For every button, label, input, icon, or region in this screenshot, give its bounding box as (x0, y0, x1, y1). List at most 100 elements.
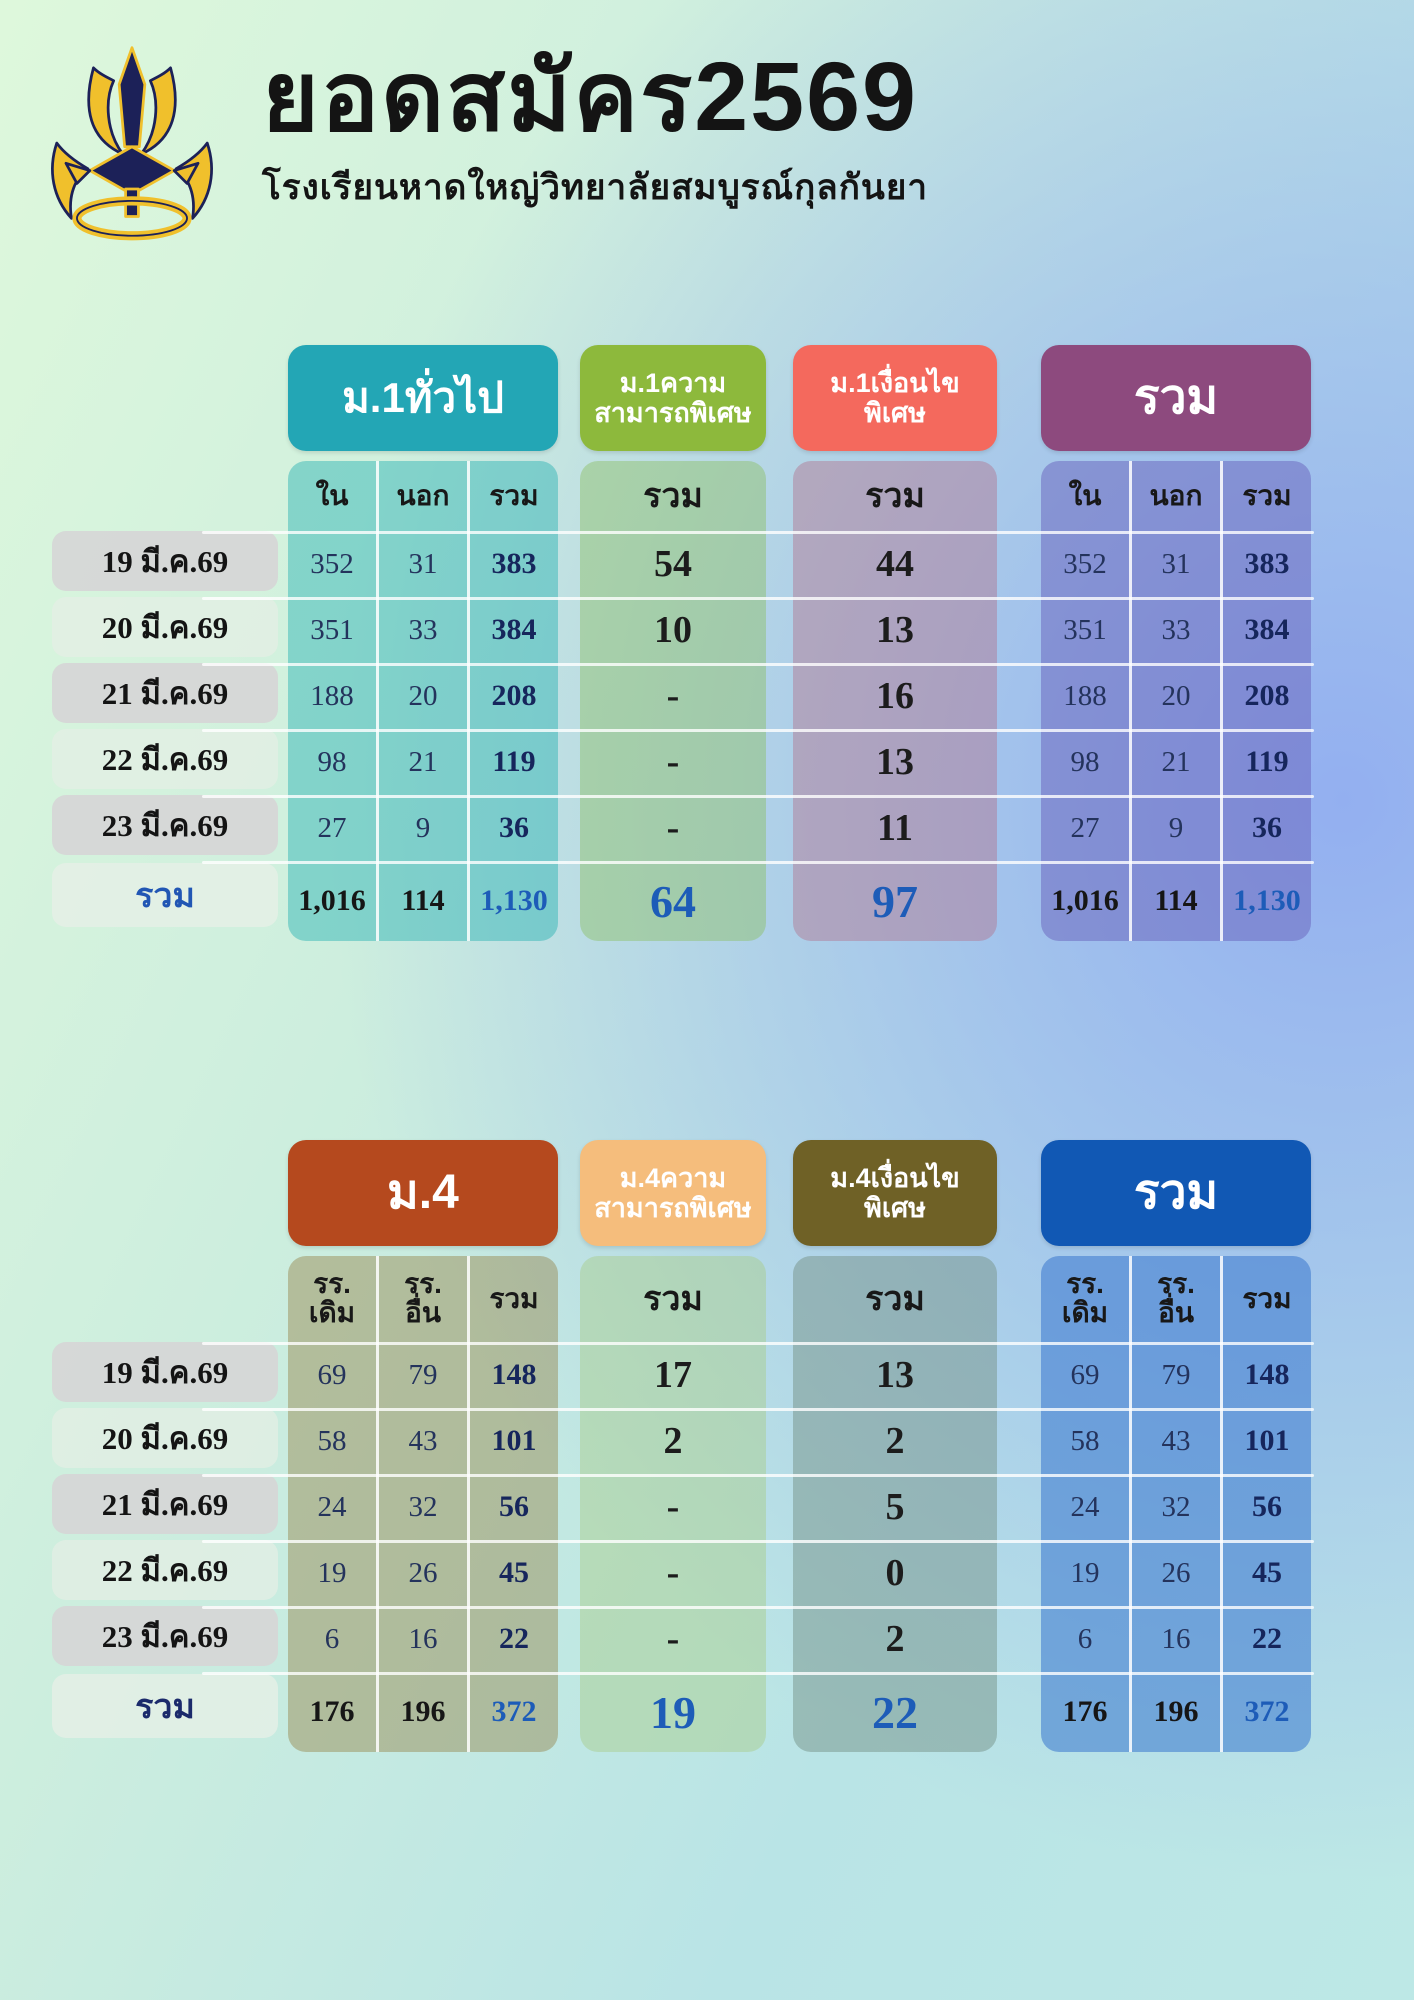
total-cell: 1,016 (1051, 884, 1119, 917)
value-cell: 16 (1129, 1606, 1220, 1672)
total-row: 176 196 372 (1041, 1672, 1311, 1752)
total-cell: 64 (650, 875, 696, 927)
value-cell: 98 (317, 745, 347, 778)
data-row: 11 (793, 795, 997, 861)
data-row: - (580, 1606, 766, 1672)
value-cell: 188 (1063, 679, 1107, 712)
subheader-row: รวม (580, 461, 766, 531)
row-separator-line (202, 597, 1314, 600)
value-cell: 352 (310, 547, 354, 580)
row-date-label: 22 มี.ค.69 (52, 1540, 278, 1600)
value-cell: 148 (1220, 1342, 1311, 1408)
data-row: 69 79 148 (288, 1342, 558, 1408)
data-row: 13 (793, 1342, 997, 1408)
total-cell: 196 (376, 1672, 467, 1752)
column-group-2: ม.1ความ สามารถพิเศษ รวม 54 10 - - - 64 (580, 345, 766, 941)
value-cell: 13 (876, 741, 914, 783)
page-subtitle: โรงเรียนหาดใหญ่วิทยาลัยสมบูรณ์กุลกันยา (262, 167, 928, 207)
value-cell: 31 (1129, 531, 1220, 597)
subheader-cell: รวม (643, 476, 703, 515)
data-row: 27 9 36 (288, 795, 558, 861)
page-title: ยอดสมัคร2569 (262, 42, 919, 151)
value-cell: 32 (376, 1474, 467, 1540)
total-cell: 372 (467, 1672, 558, 1752)
value-cell: 32 (1129, 1474, 1220, 1540)
subheader-cell: ใน (315, 479, 349, 511)
date-spacer (52, 1140, 278, 1342)
column-group-1: ม.4 รร. เดิม รร. อื่น รวม 69 79 148 58 43 101 24 32… (288, 1140, 558, 1752)
data-row: 351 33 384 (288, 597, 558, 663)
total-row: 1,016 114 1,130 (1041, 861, 1311, 941)
value-cell: 351 (310, 613, 354, 646)
value-cell: 0 (885, 1552, 905, 1594)
data-row: 13 (793, 729, 997, 795)
row-date-label: 20 มี.ค.69 (52, 597, 278, 657)
value-cell: 119 (467, 729, 558, 795)
value-cell: 27 (317, 811, 347, 844)
column-group-3: ม.4เงื่อนไข พิเศษ รวม 13 2 5 0 2 22 (793, 1140, 997, 1752)
value-cell: 31 (376, 531, 467, 597)
subheader-cell: รวม (1220, 461, 1311, 531)
subheader-cell: ใน (1068, 479, 1102, 511)
date-column: 19 มี.ค.69 20 มี.ค.69 21 มี.ค.69 22 มี.ค.69… (52, 345, 278, 927)
total-cell: 114 (376, 861, 467, 941)
subheader-cell: นอก (376, 461, 467, 531)
value-cell: - (666, 1552, 680, 1594)
row-separator-line (202, 1342, 1314, 1345)
total-row: 19 (580, 1672, 766, 1752)
value-cell: 20 (376, 663, 467, 729)
value-cell: 6 (1077, 1622, 1093, 1655)
value-cell: - (666, 1618, 680, 1660)
subheader-row: รร. เดิม รร. อื่น รวม (1041, 1256, 1311, 1342)
data-row: 58 43 101 (288, 1408, 558, 1474)
data-row: 58 43 101 (1041, 1408, 1311, 1474)
data-row: 24 32 56 (1041, 1474, 1311, 1540)
value-cell: 22 (1220, 1606, 1311, 1672)
data-row: 352 31 383 (288, 531, 558, 597)
data-row: 27 9 36 (1041, 795, 1311, 861)
total-cell: 176 (309, 1695, 355, 1728)
column-group-2: ม.4ความ สามารถพิเศษ รวม 17 2 - - - 19 (580, 1140, 766, 1752)
value-cell: 44 (876, 543, 914, 585)
subheader-cell: รร. เดิม (1061, 1268, 1109, 1328)
row-date-label: 23 มี.ค.69 (52, 1606, 278, 1666)
value-cell: 21 (376, 729, 467, 795)
subheader-cell: รร. อื่น (376, 1256, 467, 1342)
data-row: 54 (580, 531, 766, 597)
subheader-row: ใน นอก รวม (288, 461, 558, 531)
value-cell: - (666, 741, 680, 783)
subheader-cell: รวม (865, 1279, 925, 1318)
date-column: 19 มี.ค.69 20 มี.ค.69 21 มี.ค.69 22 มี.ค.69… (52, 1140, 278, 1738)
value-cell: - (666, 675, 680, 717)
data-row: 69 79 148 (1041, 1342, 1311, 1408)
data-row: 6 16 22 (1041, 1606, 1311, 1672)
group-body: รวม 13 2 5 0 2 22 (793, 1256, 997, 1752)
subheader-cell: รวม (467, 1256, 558, 1342)
row-separator-line (202, 531, 1314, 534)
subheader-cell: รวม (865, 476, 925, 515)
group-badge: ม.4เงื่อนไข พิเศษ (793, 1140, 997, 1246)
total-cell: 196 (1129, 1672, 1220, 1752)
row-separator-line (202, 729, 1314, 732)
total-cell: 97 (872, 875, 918, 927)
value-cell: 54 (654, 543, 692, 585)
row-date-label: 22 มี.ค.69 (52, 729, 278, 789)
data-row: 19 26 45 (1041, 1540, 1311, 1606)
row-date-label: 21 มี.ค.69 (52, 663, 278, 723)
value-cell: 2 (663, 1420, 683, 1462)
value-cell: 43 (1129, 1408, 1220, 1474)
total-row: 97 (793, 861, 997, 941)
value-cell: 384 (1220, 597, 1311, 663)
value-cell: 351 (1063, 613, 1107, 646)
data-row: 352 31 383 (1041, 531, 1311, 597)
value-cell: 79 (376, 1342, 467, 1408)
data-row: - (580, 1540, 766, 1606)
group-body: รร. เดิม รร. อื่น รวม 69 79 148 58 43 101 24 32 56 1… (1041, 1256, 1311, 1752)
value-cell: 20 (1129, 663, 1220, 729)
value-cell: 17 (654, 1354, 692, 1396)
value-cell: 6 (324, 1622, 340, 1655)
total-row: 176 196 372 (288, 1672, 558, 1752)
value-cell: 69 (317, 1358, 347, 1391)
value-cell: 101 (1220, 1408, 1311, 1474)
